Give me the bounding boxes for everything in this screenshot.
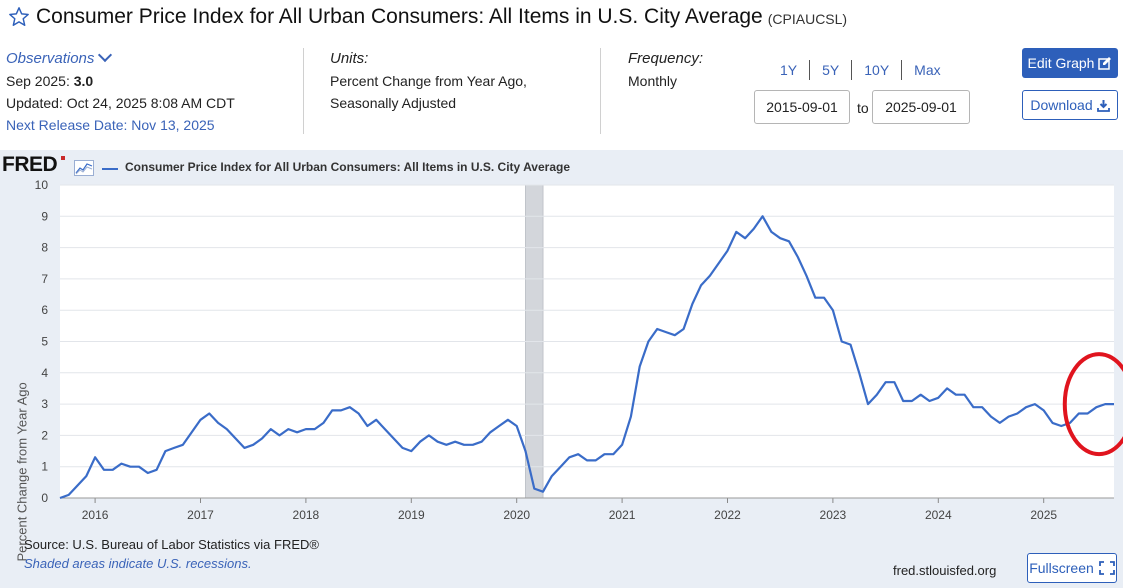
frequency-value: Monthly: [628, 73, 678, 89]
site-url: fred.stlouisfed.org: [893, 563, 997, 578]
units-label: Units:: [330, 50, 369, 67]
x-tick-label: 2018: [293, 508, 320, 522]
x-tick-label: 2016: [82, 508, 109, 522]
x-tick-label: 2023: [820, 508, 847, 522]
frequency-label: Frequency:: [628, 50, 704, 67]
y-tick-label: 7: [41, 272, 48, 286]
fred-logo: FRED: [2, 153, 58, 176]
title-row: Consumer Price Index for All Urban Consu…: [8, 2, 847, 32]
observations-panel: Observations Sep 2025: 3.0 Updated: Oct …: [6, 47, 235, 136]
y-tick-label: 0: [41, 491, 48, 505]
cpi-series-line: [59, 215, 1114, 500]
y-tick-label: 3: [41, 397, 48, 411]
legend-swatch: [102, 168, 118, 170]
fred-logo-dot: [61, 156, 65, 160]
series-code: (CPIAUCSL): [767, 11, 848, 27]
end-date-input[interactable]: [872, 90, 970, 124]
divider: [303, 48, 304, 134]
y-tick-label: 8: [41, 241, 48, 255]
range-max-button[interactable]: Max: [914, 62, 941, 78]
x-tick-label: 2021: [609, 508, 636, 522]
source-text: Source: U.S. Bureau of Labor Statistics …: [24, 537, 319, 552]
chart-type-icon[interactable]: [74, 160, 94, 176]
observations-label: Observations: [6, 50, 95, 67]
fullscreen-button[interactable]: Fullscreen: [1027, 553, 1117, 583]
to-label: to: [857, 100, 869, 116]
observations-toggle[interactable]: Observations: [6, 47, 235, 70]
recession-note[interactable]: Shaded areas indicate U.S. recessions.: [24, 556, 252, 571]
divider: [600, 48, 601, 134]
y-tick-label: 5: [41, 335, 48, 349]
updated-text: Updated: Oct 24, 2025 8:08 AM CDT: [6, 95, 235, 111]
meta-bar: Observations Sep 2025: 3.0 Updated: Oct …: [0, 44, 1123, 136]
units-line2: Seasonally Adjusted: [330, 95, 457, 111]
y-tick-label: 2: [41, 428, 48, 442]
x-tick-label: 2017: [187, 508, 214, 522]
units-line1: Percent Change from Year Ago,: [330, 73, 527, 89]
x-tick-label: 2025: [1030, 508, 1057, 522]
edit-graph-button[interactable]: Edit Graph: [1022, 48, 1118, 78]
x-tick-label: 2020: [503, 508, 530, 522]
download-label: Download: [1030, 97, 1093, 113]
latest-observation: Sep 2025: 3.0: [6, 70, 235, 92]
frequency-panel: Frequency: Monthly: [628, 48, 703, 92]
range-5y-button[interactable]: 5Y: [810, 60, 853, 80]
chart-canvas: 0 1 2 3 4 5 6 7 8 9 10 2016 2017 2018 2019 2020 2021 2022…: [35, 178, 1123, 522]
x-tick-label: 2024: [925, 508, 952, 522]
x-tick-label: 2019: [398, 508, 425, 522]
y-tick-label: 9: [41, 209, 48, 223]
units-panel: Units: Percent Change from Year Ago, Sea…: [330, 48, 527, 114]
start-date-input[interactable]: [754, 90, 850, 124]
y-tick-label: 1: [41, 460, 48, 474]
range-1y-button[interactable]: 1Y: [768, 60, 811, 80]
y-tick-label: 4: [41, 366, 48, 380]
latest-label: Sep 2025:: [6, 73, 70, 89]
chevron-down-icon: [98, 47, 113, 63]
y-tick-label: 10: [35, 178, 49, 192]
download-icon: [1096, 99, 1110, 112]
next-release-link[interactable]: Next Release Date: Nov 13, 2025: [6, 117, 215, 133]
fullscreen-label: Fullscreen: [1029, 560, 1094, 576]
chart-panel: 0 1 2 3 4 5 6 7 8 9 10 2016 2017 2018 2019 2020 2021 2022…: [0, 150, 1123, 588]
edit-icon: [1098, 57, 1112, 70]
latest-value: 3.0: [73, 73, 94, 89]
fullscreen-icon: [1098, 561, 1115, 575]
highlight-circle: [1062, 352, 1123, 457]
legend-label: Consumer Price Index for All Urban Consu…: [125, 160, 570, 174]
x-tick-label: 2022: [714, 508, 741, 522]
edit-graph-label: Edit Graph: [1027, 55, 1095, 71]
y-tick-label: 6: [41, 303, 48, 317]
range-buttons: 1Y 5Y 10Y Max: [768, 60, 953, 80]
star-icon[interactable]: [8, 6, 30, 28]
page-title: Consumer Price Index for All Urban Consu…: [36, 5, 763, 28]
range-10y-button[interactable]: 10Y: [852, 60, 903, 80]
download-button[interactable]: Download: [1022, 90, 1118, 120]
